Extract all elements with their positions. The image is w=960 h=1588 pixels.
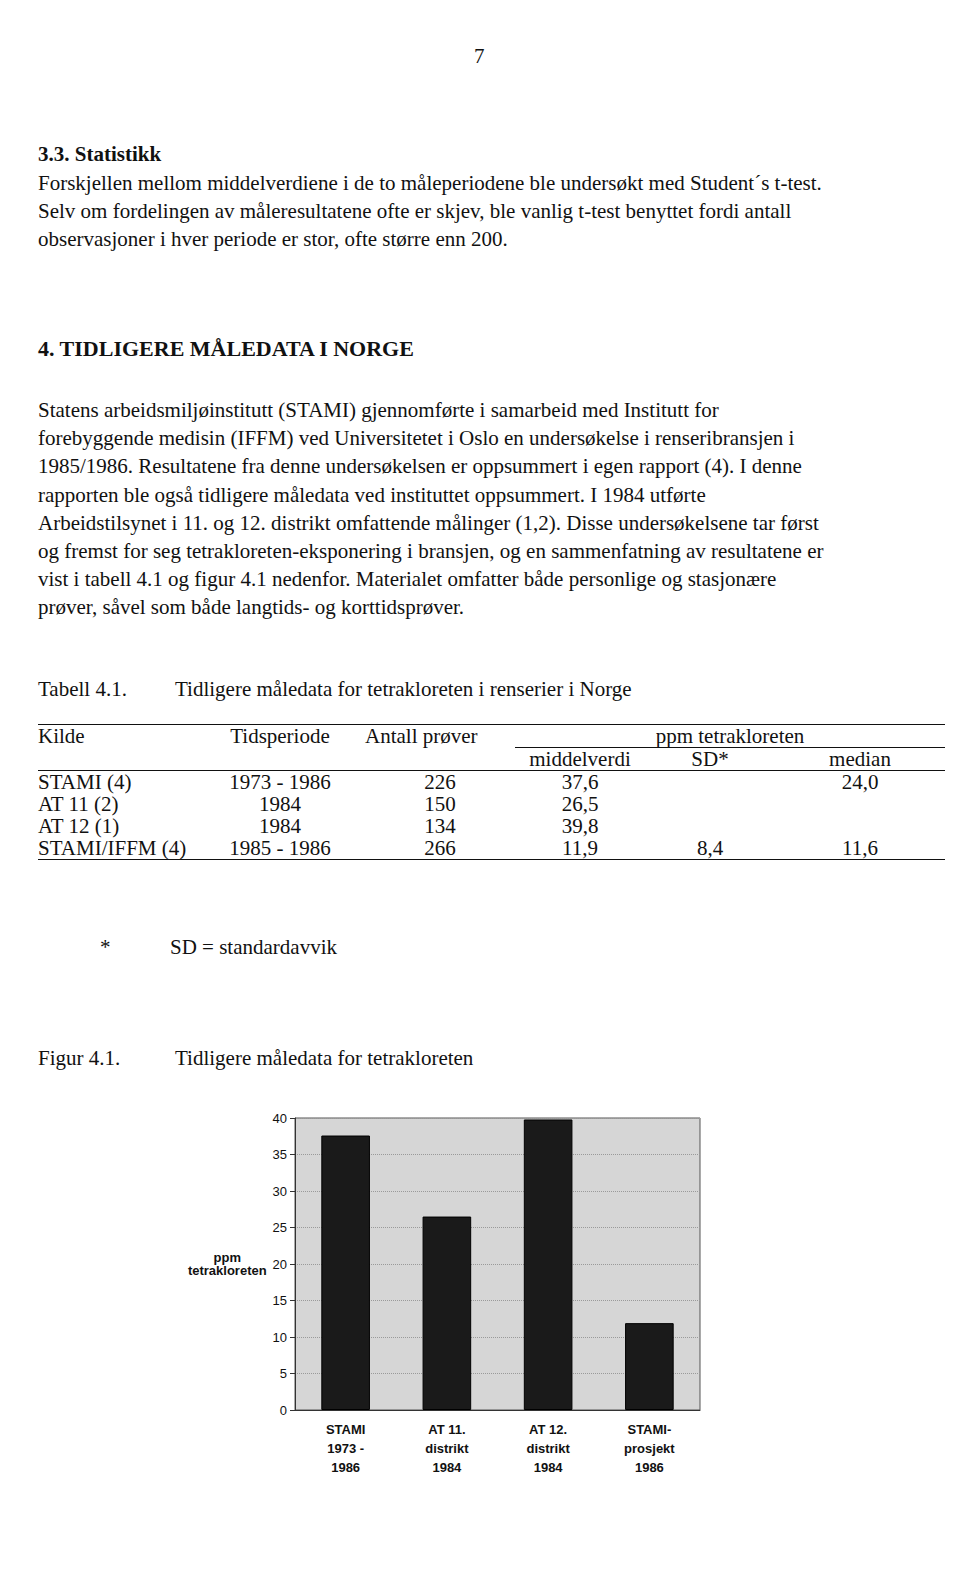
html-text:11,6: 11,6 (842, 836, 878, 860)
html-text:rapporten ble også tidligere m: rapporten ble også tidligere måledata ve… (38, 482, 706, 507)
html-text:1984: 1984 (259, 814, 301, 838)
html-text:vist i tabell 4.1 og figur 4.1: vist i tabell 4.1 og figur 4.1 nedenfor.… (38, 567, 777, 592)
html-text:middelverdi: middelverdi (529, 747, 631, 771)
html-text:ppm tetrakloreten: ppm tetrakloreten (655, 724, 805, 748)
svg-text:AT 11.: AT 11. (428, 1422, 465, 1437)
html-text:24,0: 24,0 (841, 770, 879, 794)
html-text:STAMI (4): STAMI (4) (38, 770, 132, 794)
html-text:Tidligere måledata for tetrakl: Tidligere måledata for tetrakloreten i r… (175, 677, 632, 701)
svg-text:0: 0 (280, 1403, 287, 1418)
html-text:SD = standardavvik: SD = standardavvik (170, 935, 337, 959)
html-text:150: 150 (424, 792, 456, 816)
html-text:Tidsperiode: Tidsperiode (230, 724, 330, 748)
html-text:266: 266 (424, 836, 456, 860)
html-text:forebyggende medisin (IFFM) ve: forebyggende medisin (IFFM) ved Universi… (38, 426, 795, 451)
svg-text:25: 25 (273, 1220, 287, 1235)
html-text:Selv om fordelingen av måleres: Selv om fordelingen av måleresultatene o… (38, 199, 792, 223)
svg-text:ppm: ppm (213, 1250, 241, 1265)
html-text:1985/1986. Resultatene fra den: 1985/1986. Resultatene fra denne undersø… (38, 454, 802, 479)
svg-text:30: 30 (273, 1184, 287, 1199)
svg-text:AT 12.: AT 12. (529, 1422, 567, 1437)
svg-text:20: 20 (273, 1257, 287, 1272)
svg-text:1973 -: 1973 - (327, 1441, 364, 1456)
html-text:median: median (829, 747, 891, 771)
html-text:Arbeidstilsynet i 11. og 12. d: Arbeidstilsynet i 11. og 12. distrikt om… (38, 510, 819, 535)
html-text:37,6: 37,6 (561, 770, 599, 794)
html-text:Tabell 4.1.: Tabell 4.1. (38, 677, 127, 701)
svg-text:STAMI-: STAMI- (627, 1422, 671, 1437)
html-text:11,9: 11,9 (562, 836, 598, 860)
html-text:1985 - 1986: 1985 - 1986 (229, 836, 331, 860)
svg-text:STAMI: STAMI (326, 1422, 365, 1437)
html-text:Forskjellen mellom middelverdi: Forskjellen mellom middelverdiene i de t… (38, 171, 822, 195)
html-text:AT 12 (1): AT 12 (1) (38, 814, 120, 838)
html-text:Figur 4.1.: Figur 4.1. (38, 1046, 121, 1070)
html-text:og fremst for seg tetraklorete: og fremst for seg tetrakloreten-eksponer… (38, 539, 824, 563)
html-text:STAMI/IFFM (4): STAMI/IFFM (4) (38, 836, 187, 860)
html-text:4. TIDLIGERE MÅLEDATA I NORGE: 4. TIDLIGERE MÅLEDATA I NORGE (38, 336, 414, 361)
svg-text:distrikt: distrikt (526, 1441, 570, 1456)
html-text:Kilde: Kilde (38, 724, 85, 748)
svg-text:15: 15 (273, 1293, 287, 1308)
html-text:134: 134 (424, 814, 456, 838)
svg-text:40: 40 (273, 1111, 287, 1126)
svg-text:1984: 1984 (534, 1460, 564, 1475)
svg-text:1984: 1984 (432, 1460, 462, 1475)
svg-text:5: 5 (280, 1366, 287, 1381)
html-text:Antall prøver: Antall prøver (365, 724, 478, 748)
html-text:3.3. Statistikk: 3.3. Statistikk (38, 142, 162, 166)
html-text:1984: 1984 (259, 792, 301, 816)
html-text:1973 - 1986: 1973 - 1986 (229, 770, 331, 794)
html-text:prøver, såvel som både langtid: prøver, såvel som både langtids- og kort… (38, 595, 465, 620)
svg-text:prosjekt: prosjekt (624, 1441, 675, 1456)
svg-text:1986: 1986 (635, 1460, 664, 1475)
html-text:8,4: 8,4 (696, 836, 724, 860)
html-text:226: 226 (424, 770, 456, 794)
svg-text:tetrakloreten: tetrakloreten (188, 1263, 267, 1278)
svg-text:35: 35 (273, 1147, 287, 1162)
html-text:AT 11 (2): AT 11 (2) (38, 792, 119, 816)
svg-text:1986: 1986 (331, 1460, 360, 1475)
svg-text:distrikt: distrikt (425, 1441, 469, 1456)
html-text:39,8: 39,8 (561, 814, 599, 838)
html-text:SD*: SD* (691, 747, 729, 771)
html-text:7: 7 (474, 44, 485, 68)
html-text:observasjoner i hver periode e: observasjoner i hver periode er stor, of… (38, 227, 508, 251)
html-text:Statens arbeidsmiljøinstitutt: Statens arbeidsmiljøinstitutt (STAMI) gj… (38, 398, 719, 422)
html-text:Tidligere måledata for tetrakl: Tidligere måledata for tetrakloreten (175, 1046, 474, 1070)
html-text:26,5: 26,5 (561, 792, 599, 816)
svg-text:10: 10 (273, 1330, 287, 1345)
